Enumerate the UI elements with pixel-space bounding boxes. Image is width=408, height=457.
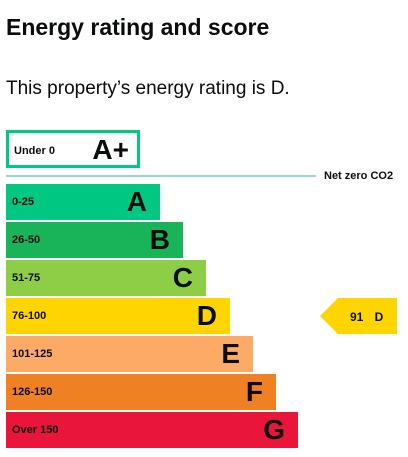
net-zero-line [6,175,316,177]
band-letter: B [149,224,170,255]
band-letter: D [196,300,217,331]
band-range: 126-150 [12,386,53,398]
band-range: 51-75 [12,272,41,284]
band-letter: F [245,376,263,407]
net-zero-label: Net zero CO2 [324,170,394,182]
band-range: 0-25 [12,196,35,208]
band-letter: E [221,338,240,369]
band-letter: C [172,262,193,293]
band-letter: A [126,186,147,217]
current-rating-value: 91 D [350,310,384,324]
band-d: 76-100 D [6,298,230,334]
band-range: Under 0 [14,145,55,157]
band-b: 26-50 B [6,222,183,258]
band-range: Over 150 [12,424,59,436]
band-range: 76-100 [12,310,47,322]
band-letter: A+ [92,134,129,165]
band-range: 101-125 [12,348,53,360]
band-e: 101-125 E [6,336,253,372]
band-f: 126-150 F [6,374,276,410]
band-g: Over 150 G [6,412,298,448]
pointer-arrow-icon [320,298,397,334]
band-letter: G [263,414,285,445]
current-rating-pointer: 91 D [320,298,397,334]
band-a-plus: Under 0 A+ [6,130,140,168]
band-c: 51-75 C [6,260,206,296]
page-title: Energy rating and score [6,14,270,40]
band-range: 26-50 [12,234,41,246]
rating-summary: This property’s energy rating is D. [6,78,290,99]
band-a: 0-25 A [6,184,160,220]
